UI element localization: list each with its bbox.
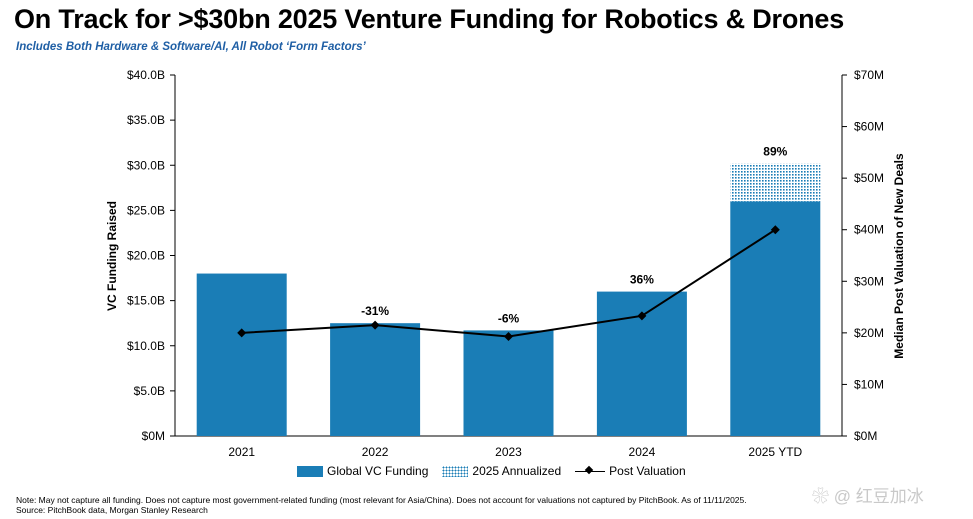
note-line: Note: May not capture all funding. Does … bbox=[16, 495, 747, 505]
y-tick-label: $35.0B bbox=[127, 113, 165, 127]
source-line: Source: PitchBook data, Morgan Stanley R… bbox=[16, 504, 208, 515]
bar-growth-label: -31% bbox=[361, 304, 389, 318]
y2-tick-label: $70M bbox=[854, 68, 884, 82]
y2-tick-label: $40M bbox=[854, 223, 884, 237]
legend-item-annualized: 2025 Annualized bbox=[442, 464, 561, 478]
bar-growth-label: 36% bbox=[630, 273, 654, 287]
bar-global-vc-funding bbox=[196, 273, 287, 436]
y2-tick-label: $30M bbox=[854, 274, 884, 288]
y-tick-label: $20.0B bbox=[127, 249, 165, 263]
y-tick-label: $5.0B bbox=[134, 384, 165, 398]
y2-tick-label: $0M bbox=[854, 429, 877, 443]
y2-tick-label: $20M bbox=[854, 326, 884, 340]
x-tick-label: 2024 bbox=[629, 445, 656, 459]
legend-swatch-valuation bbox=[575, 466, 606, 477]
post-valuation-marker bbox=[637, 311, 647, 321]
y-tick-label: $25.0B bbox=[127, 203, 165, 217]
watermark: ❀ @ 红豆加冰 bbox=[812, 487, 924, 506]
y-tick-label: $30.0B bbox=[127, 158, 165, 172]
bar-growth-label: 89% bbox=[763, 144, 787, 158]
y-axis-title: VC Funding Raised bbox=[105, 201, 119, 311]
y2-axis-title: Median Post Valuation of New Deals bbox=[892, 153, 906, 359]
legend-label-valuation: Post Valuation bbox=[609, 464, 686, 478]
post-valuation-marker bbox=[504, 331, 513, 341]
y-tick-label: $10.0B bbox=[127, 339, 165, 353]
bar-growth-label: -6% bbox=[498, 311, 520, 325]
x-tick-label: 2025 YTD bbox=[748, 445, 802, 459]
post-valuation-marker bbox=[370, 320, 380, 330]
y-tick-label: $15.0B bbox=[127, 294, 165, 308]
y2-tick-label: $50M bbox=[854, 171, 884, 185]
chart-subtitle: Includes Both Hardware & Software/AI, Al… bbox=[16, 41, 366, 53]
chart-legend: Global VC Funding 2025 Annualized Post V… bbox=[297, 464, 700, 478]
y2-tick-label: $60M bbox=[854, 120, 884, 134]
post-valuation-marker bbox=[237, 328, 247, 338]
y-tick-label: $40.0B bbox=[127, 68, 165, 82]
y2-tick-label: $10M bbox=[854, 377, 884, 391]
chart-title: On Track for >$30bn 2025 Venture Funding… bbox=[14, 4, 845, 34]
x-tick-label: 2022 bbox=[362, 445, 389, 459]
bar-2025-annualized bbox=[730, 163, 821, 202]
bar-global-vc-funding bbox=[463, 330, 554, 436]
footnotes: Note: May not capture all funding. Does … bbox=[16, 495, 747, 515]
legend-label-funding: Global VC Funding bbox=[327, 464, 429, 478]
bar-global-vc-funding bbox=[330, 323, 421, 436]
bar-global-vc-funding bbox=[730, 201, 821, 436]
x-tick-label: 2023 bbox=[495, 445, 522, 459]
legend-swatch-annualized bbox=[442, 465, 469, 477]
post-valuation-marker bbox=[770, 225, 780, 235]
x-tick-label: 2021 bbox=[228, 445, 255, 459]
legend-swatch-funding bbox=[297, 465, 323, 477]
y-tick-label: $0M bbox=[142, 429, 165, 443]
legend-item-valuation: Post Valuation bbox=[575, 464, 686, 478]
legend-label-annualized: 2025 Annualized bbox=[472, 464, 562, 478]
legend-item-funding: Global VC Funding bbox=[297, 464, 428, 478]
